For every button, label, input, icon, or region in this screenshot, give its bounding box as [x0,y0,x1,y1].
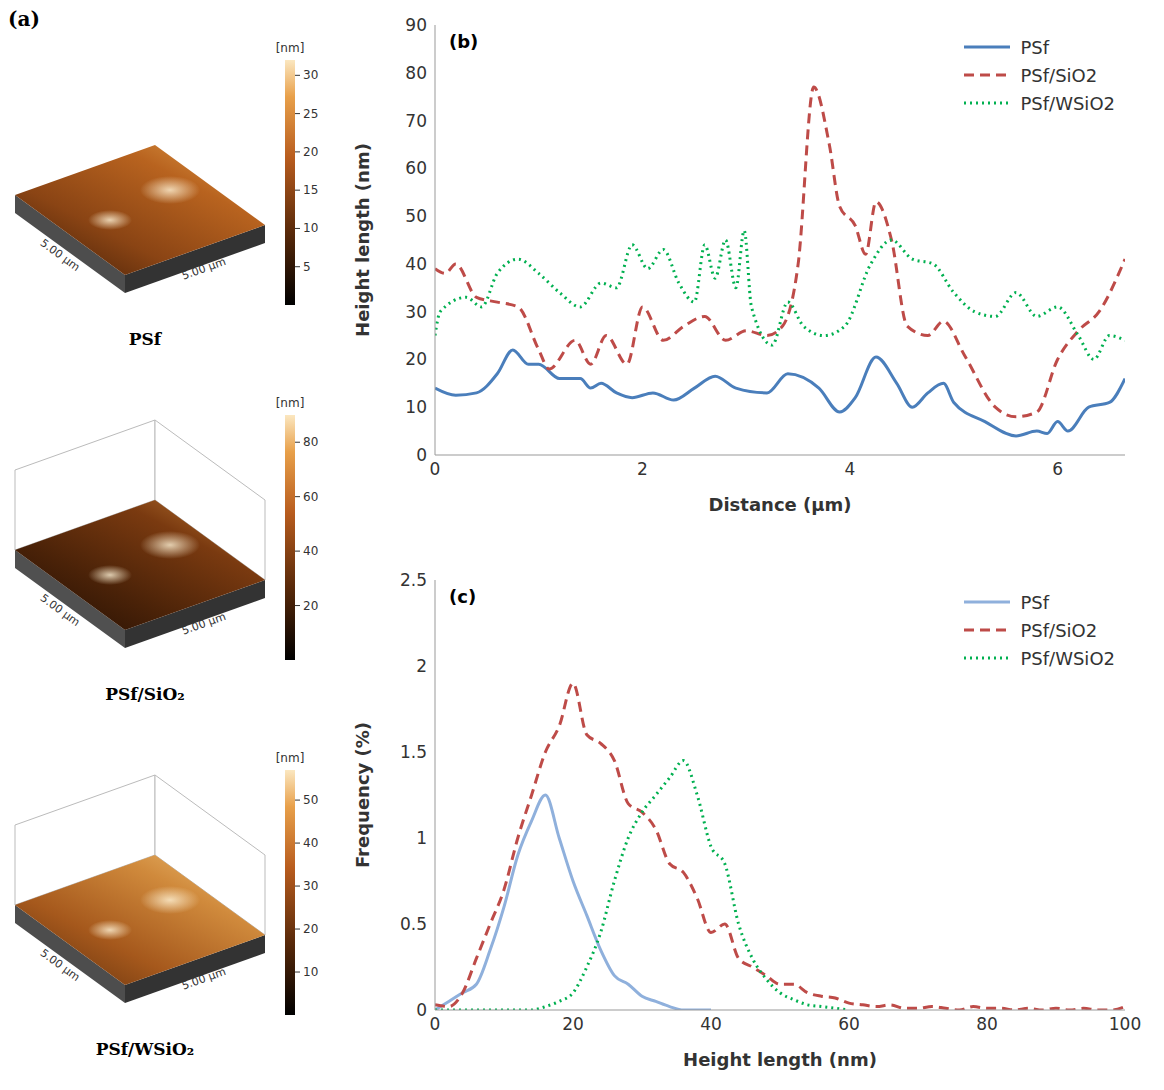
svg-text:0.5: 0.5 [400,914,427,934]
svg-text:0: 0 [430,1014,441,1034]
svg-text:Height length (nm): Height length (nm) [683,1049,877,1070]
svg-text:0: 0 [430,459,441,479]
svg-text:10: 10 [303,221,318,235]
svg-text:90: 90 [405,15,427,35]
svg-text:50: 50 [303,793,318,807]
svg-text:20: 20 [562,1014,584,1034]
svg-text:6: 6 [1052,459,1063,479]
svg-text:5.00 µm: 5.00 µm [180,610,227,638]
svg-text:5.00 µm: 5.00 µm [38,236,83,273]
svg-text:40: 40 [303,544,318,558]
svg-text:2: 2 [637,459,648,479]
svg-text:60: 60 [303,490,318,504]
svg-text:80: 80 [303,435,318,449]
svg-text:40: 40 [303,836,318,850]
svg-text:10: 10 [405,397,427,417]
svg-text:1.5: 1.5 [400,742,427,762]
svg-text:(a): (a) [8,7,40,31]
svg-text:Distance (µm): Distance (µm) [709,494,852,515]
svg-text:5.00 µm: 5.00 µm [38,946,83,983]
svg-text:100: 100 [1109,1014,1141,1034]
svg-text:2.5: 2.5 [400,570,427,590]
svg-text:Frequency (%): Frequency (%) [352,722,373,868]
svg-text:2: 2 [416,656,427,676]
svg-text:60: 60 [838,1014,860,1034]
svg-text:20: 20 [303,599,318,613]
svg-text:5: 5 [303,260,311,274]
svg-text:30: 30 [303,68,318,82]
svg-text:80: 80 [976,1014,998,1034]
svg-text:25: 25 [303,107,318,121]
svg-text:5.00 µm: 5.00 µm [180,255,227,283]
svg-text:[nm]: [nm] [276,751,305,765]
html-text:PSf: PSf [1020,591,1050,613]
svg-text:20: 20 [303,145,318,159]
svg-text:PSf: PSf [129,329,163,349]
svg-text:10: 10 [303,965,318,979]
svg-text:5.00 µm: 5.00 µm [38,591,83,628]
svg-text:40: 40 [405,254,427,274]
svg-text:20: 20 [303,922,318,936]
svg-text:30: 30 [303,879,318,893]
html-text:(c): (c) [449,586,477,607]
svg-text:PSf/SiO₂: PSf/SiO₂ [105,684,185,704]
html-text:PSf/WSiO2: PSf/WSiO2 [1020,647,1115,669]
svg-text:4: 4 [845,459,856,479]
html-text:PSf/WSiO2: PSf/WSiO2 [1020,92,1115,114]
svg-text:PSf/WSiO₂: PSf/WSiO₂ [96,1039,195,1059]
svg-text:0: 0 [416,1000,427,1020]
svg-text:5.00 µm: 5.00 µm [180,965,227,993]
svg-text:[nm]: [nm] [276,41,305,55]
svg-text:40: 40 [700,1014,722,1034]
svg-text:30: 30 [405,302,427,322]
html-text:(b): (b) [449,31,479,52]
svg-text:Height length (nm): Height length (nm) [352,143,373,337]
svg-text:60: 60 [405,158,427,178]
svg-text:15: 15 [303,183,318,197]
svg-text:20: 20 [405,349,427,369]
svg-text:50: 50 [405,206,427,226]
html-text:PSf: PSf [1020,36,1050,58]
svg-text:0: 0 [416,445,427,465]
svg-text:70: 70 [405,111,427,131]
html-text:PSf/SiO2: PSf/SiO2 [1020,619,1098,641]
html-text:PSf/SiO2: PSf/SiO2 [1020,64,1098,86]
svg-text:1: 1 [416,828,427,848]
svg-text:80: 80 [405,63,427,83]
svg-text:[nm]: [nm] [276,396,305,410]
